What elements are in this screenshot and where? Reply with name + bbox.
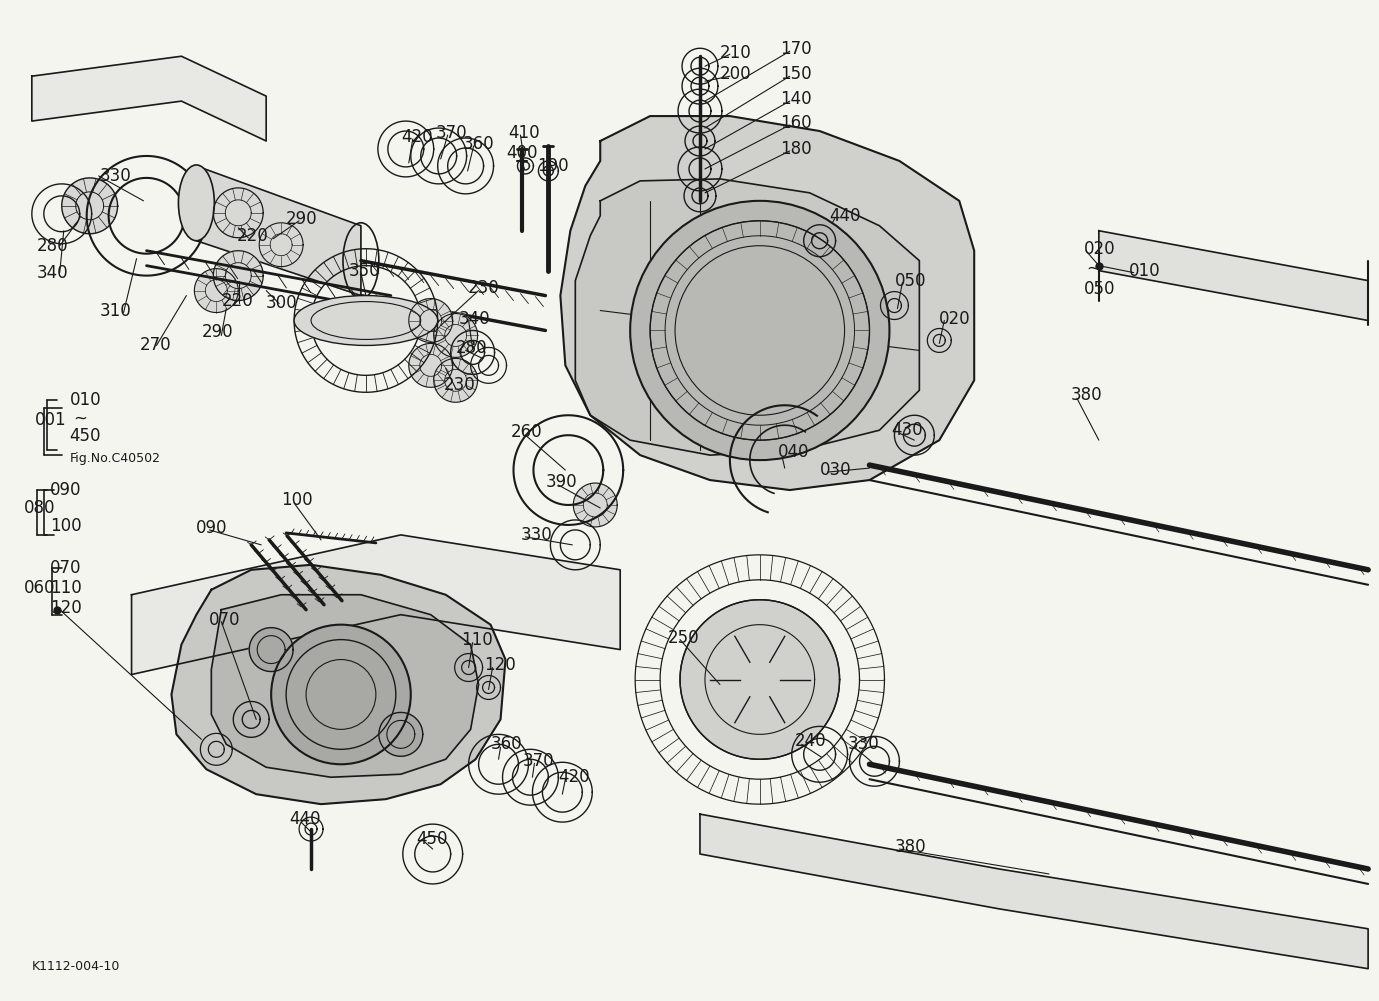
Text: 100: 100 [50,517,81,535]
Text: Fig.No.C40502: Fig.No.C40502 [70,451,161,464]
Polygon shape [680,600,840,760]
Text: 010: 010 [70,391,101,409]
Text: 360: 360 [462,135,494,153]
Text: 240: 240 [794,733,826,751]
Text: 190: 190 [538,157,570,175]
Text: 450: 450 [415,830,447,848]
Text: 380: 380 [1071,386,1103,404]
Text: 030: 030 [819,461,851,479]
Text: 370: 370 [436,124,467,142]
Polygon shape [259,223,303,266]
Polygon shape [701,814,1368,969]
Text: 050: 050 [1084,279,1116,297]
Text: 370: 370 [523,753,554,771]
Text: 430: 430 [891,421,923,439]
Text: 420: 420 [558,768,590,786]
Polygon shape [408,343,452,387]
Text: 440: 440 [290,810,320,828]
Text: 140: 140 [779,90,811,108]
Ellipse shape [272,625,411,765]
Text: 100: 100 [281,491,313,509]
Text: 170: 170 [779,40,811,58]
Polygon shape [560,116,974,490]
Text: 060: 060 [23,579,55,597]
Text: 110: 110 [461,631,492,649]
Text: 340: 340 [37,263,69,281]
Polygon shape [434,313,477,357]
Polygon shape [214,188,263,237]
Text: 210: 210 [720,44,752,62]
Polygon shape [250,628,294,672]
Text: 330: 330 [99,167,131,185]
Text: 250: 250 [667,629,699,647]
Text: 390: 390 [546,473,576,491]
Polygon shape [408,298,452,342]
Text: 220: 220 [221,291,254,309]
Text: 350: 350 [349,261,381,279]
Text: 410: 410 [509,124,541,142]
Text: 050: 050 [895,271,925,289]
Polygon shape [131,535,621,675]
Text: 420: 420 [401,128,433,146]
Text: K1112-004-10: K1112-004-10 [32,960,120,973]
Text: 120: 120 [50,599,81,617]
Text: 230: 230 [467,278,499,296]
Polygon shape [211,595,479,777]
Ellipse shape [294,295,437,345]
Text: 020: 020 [1084,239,1116,257]
Text: ~: ~ [1085,259,1100,277]
Text: 090: 090 [50,481,81,499]
Polygon shape [214,250,263,300]
Text: 220: 220 [236,227,268,244]
Text: 400: 400 [506,144,538,162]
Text: 380: 380 [895,838,927,856]
Polygon shape [62,178,117,234]
Text: 150: 150 [779,65,811,83]
Polygon shape [575,179,920,455]
Text: 280: 280 [37,236,69,254]
Text: 340: 340 [459,309,491,327]
Text: ~: ~ [73,409,88,427]
Text: 270: 270 [139,336,171,354]
Text: 280: 280 [455,339,487,357]
Polygon shape [1099,231,1368,320]
Text: 080: 080 [23,498,55,517]
Text: 070: 070 [210,611,241,629]
Polygon shape [32,56,266,141]
Polygon shape [196,166,361,295]
Text: 450: 450 [70,427,101,445]
Text: 260: 260 [510,423,542,441]
Text: 090: 090 [196,519,228,537]
Text: 310: 310 [99,301,131,319]
Text: 020: 020 [939,309,971,327]
Text: 160: 160 [779,114,811,132]
Text: 180: 180 [779,140,811,158]
Ellipse shape [630,201,889,460]
Text: 110: 110 [50,579,81,597]
Text: 440: 440 [830,207,860,225]
Text: 330: 330 [520,526,552,544]
Text: 001: 001 [34,411,66,429]
Polygon shape [574,483,618,527]
Polygon shape [194,268,239,312]
Text: 360: 360 [491,736,523,754]
Text: 040: 040 [778,443,809,461]
Polygon shape [434,358,477,402]
Text: 230: 230 [444,376,476,394]
Text: 290: 290 [201,323,233,341]
Text: 070: 070 [50,559,81,577]
Text: 330: 330 [848,736,880,754]
Polygon shape [171,565,506,804]
Text: 120: 120 [484,656,516,674]
Ellipse shape [178,165,214,240]
Polygon shape [379,713,423,757]
Text: 300: 300 [266,293,298,311]
Text: 290: 290 [285,210,317,228]
Text: 010: 010 [1129,261,1160,279]
Text: 200: 200 [720,65,752,83]
